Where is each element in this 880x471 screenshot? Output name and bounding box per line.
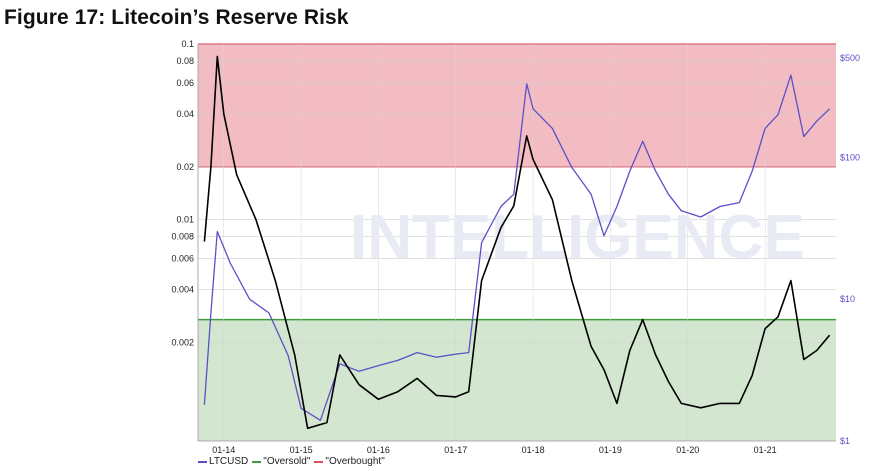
grid-layer	[198, 43, 836, 441]
series-line-reserve-risk	[203, 55, 831, 430]
legend-label-ltcusd: LTCUSD	[209, 456, 249, 467]
y-tick-label: 0.006	[171, 254, 194, 264]
legend-item-ltcusd: LTCUSD	[198, 456, 248, 467]
legend-swatch-ltcusd	[198, 460, 207, 463]
y-tick-label: 0.06	[176, 78, 194, 88]
x-tick-label: 01-18	[522, 445, 545, 455]
legend-item-overbought: "Overbought"	[314, 456, 385, 467]
overbought-band	[198, 44, 836, 167]
series-layer	[203, 55, 831, 430]
series-line-ltcusd	[203, 74, 831, 421]
y-tick-label: 0.002	[171, 337, 194, 347]
x-tick-label: 01-14	[212, 445, 235, 455]
axis-layer: 0.1 0.08 0.06 0.04 0.02 0.01 0.008 0.006 0.004 0.…	[171, 39, 860, 455]
y-tick-label: 0.08	[176, 56, 194, 66]
bands-layer	[198, 43, 836, 441]
legend-item-oversold: "Oversold"	[252, 456, 310, 467]
x-tick-label: 01-21	[754, 445, 777, 455]
figure-title: Figure 17: Litecoin’s Reserve Risk	[4, 6, 349, 29]
y-tick-label: 0.1	[181, 39, 194, 49]
x-tick-label: 01-19	[599, 445, 622, 455]
legend-label-oversold: "Oversold"	[263, 456, 311, 467]
y2-tick-label: $10	[840, 294, 855, 304]
legend: LTCUSD "Oversold" "Overbought"	[198, 456, 385, 467]
x-tick-label: 01-20	[676, 445, 699, 455]
watermark: INTELLIGENCE	[350, 203, 805, 272]
y-tick-label: 0.004	[171, 285, 194, 295]
y-tick-label: 0.01	[176, 215, 194, 225]
x-tick-label: 01-16	[367, 445, 390, 455]
legend-swatch-overbought	[314, 460, 324, 463]
y-tick-label: 0.04	[176, 109, 194, 119]
x-tick-label: 01-15	[290, 445, 313, 455]
y-tick-label: 0.02	[176, 162, 194, 172]
legend-swatch-oversold	[252, 460, 262, 463]
y2-tick-label: $100	[840, 152, 860, 162]
y-tick-label: 0.008	[171, 232, 194, 242]
x-tick-label: 01-17	[444, 445, 467, 455]
oversold-band	[198, 319, 836, 441]
legend-label-overbought: "Overbought"	[325, 456, 385, 467]
y2-tick-label: $1	[840, 436, 850, 446]
y2-tick-label: $500	[840, 53, 860, 63]
